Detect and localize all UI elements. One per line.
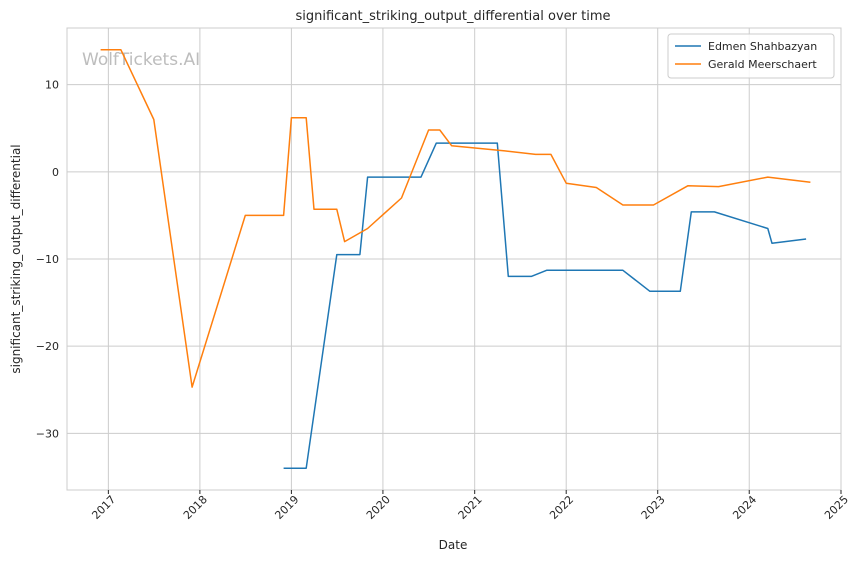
watermark: WolfTickets.AI (82, 50, 200, 70)
y-tick-label: −20 (36, 340, 59, 353)
chart-title: significant_striking_output_differential… (296, 9, 611, 24)
x-axis-label: Date (439, 538, 468, 552)
y-tick-label: 0 (52, 166, 59, 179)
y-tick-label: 10 (45, 79, 59, 92)
legend-label-edmen-shahbazyan: Edmen Shahbazyan (708, 40, 817, 53)
plot-frame (66, 27, 842, 491)
grid-lines (67, 28, 842, 490)
series-line-gerald-meerschaert (100, 49, 811, 388)
y-tick-label: −10 (36, 253, 59, 266)
series-lines (100, 49, 811, 469)
legend-label-gerald-meerschaert: Gerald Meerschaert (708, 58, 817, 71)
y-axis-label: significant_striking_output_differential (9, 144, 23, 373)
legend-box (667, 33, 835, 79)
series-line-edmen-shahbazyan (283, 142, 807, 469)
y-axis-ticks: 10 0 −10 −20 −30 (36, 79, 59, 441)
y-tick-label: −30 (36, 427, 59, 440)
legend: Edmen Shahbazyan Gerald Meerschaert (667, 33, 835, 79)
